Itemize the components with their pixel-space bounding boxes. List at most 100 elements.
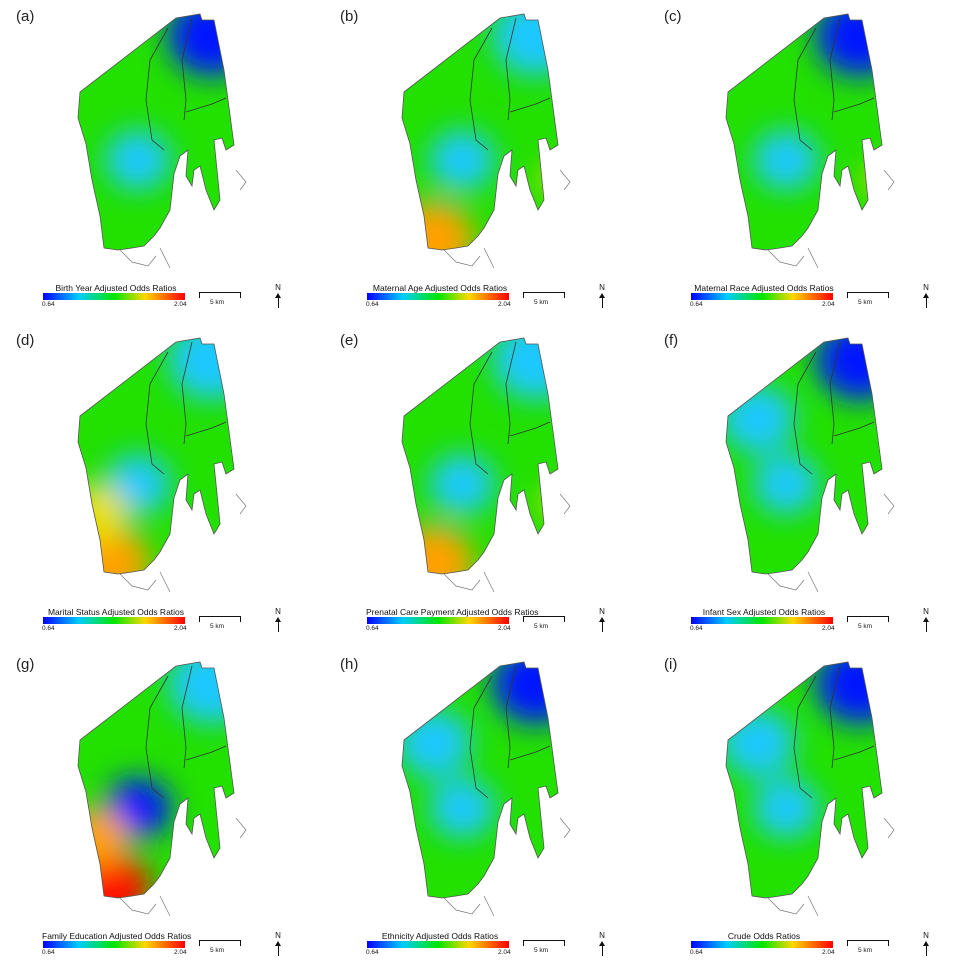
hotspot-southwest [402, 526, 474, 574]
district-boundary [185, 97, 227, 113]
legend-max-label: 2.04 [174, 949, 187, 956]
region-boundary [77, 661, 235, 899]
district-boundary [509, 421, 551, 437]
hotspot-southwest [402, 202, 474, 250]
scale-label: 5 km [534, 623, 549, 630]
north-arrow-icon: N [273, 608, 283, 632]
choropleth-map [401, 13, 571, 269]
scale-label: 5 km [534, 299, 549, 306]
choropleth-map [725, 661, 895, 917]
panel-letter: (a) [16, 8, 35, 25]
legend-min-label: 0.64 [366, 949, 379, 956]
color-ramp [367, 293, 509, 300]
scale-bar [523, 940, 565, 946]
hotspot-northwest [726, 385, 796, 453]
scale-label: 5 km [858, 623, 873, 630]
map-panel: (d) Marital Status Adjusted Odds Ratios 0.… [0, 324, 324, 647]
hotspot-southeast [864, 166, 882, 194]
district-boundary [181, 341, 193, 445]
district-boundary [185, 745, 227, 761]
hotspot-northwest [726, 709, 796, 777]
district-boundary [793, 351, 817, 475]
legend-min-label: 0.64 [366, 625, 379, 632]
scale-label: 5 km [534, 947, 549, 954]
legend-title: Ethnicity Adjusted Odds Ratios [381, 931, 499, 941]
legend-title: Infant Sex Adjusted Odds Ratios [702, 607, 826, 617]
district-boundary [793, 675, 817, 799]
north-label: N [275, 931, 281, 940]
coastline-outline [119, 817, 247, 917]
region-boundary [725, 337, 883, 575]
north-arrow-icon: N [273, 932, 283, 956]
region-boundary [401, 661, 559, 899]
region-boundary [725, 661, 883, 899]
district-boundary [829, 341, 841, 445]
color-ramp [367, 941, 509, 948]
legend-max-label: 2.04 [498, 949, 511, 956]
north-arrow-icon: N [921, 284, 931, 308]
odds-ratio-surface [402, 338, 558, 574]
scale-bar [523, 616, 565, 622]
north-arrow-icon: N [597, 608, 607, 632]
coastline-outline [443, 169, 571, 269]
north-label: N [923, 283, 929, 292]
scale-bar [847, 616, 889, 622]
panel-letter: (b) [340, 8, 359, 25]
north-label: N [599, 931, 605, 940]
legend-min-label: 0.64 [42, 301, 55, 308]
hotspot-center [429, 130, 495, 190]
color-ramp [691, 293, 833, 300]
panel-letter: (f) [664, 332, 679, 349]
district-boundary [469, 27, 493, 151]
hotspot-west [78, 808, 128, 868]
panel-letter: (h) [340, 656, 359, 673]
legend-title: Family Education Adjusted Odds Ratios [42, 931, 192, 941]
district-boundary [469, 675, 493, 799]
legend-max-label: 2.04 [498, 301, 511, 308]
choropleth-map [77, 337, 247, 593]
legend-min-label: 0.64 [690, 949, 703, 956]
district-boundary [145, 351, 169, 475]
choropleth-map [725, 337, 895, 593]
district-boundary [505, 341, 517, 445]
region-boundary [401, 337, 559, 575]
legend-min-label: 0.64 [42, 949, 55, 956]
legend-max-label: 2.04 [822, 625, 835, 632]
hotspot-northwest [402, 709, 472, 777]
coastline-outline [119, 493, 247, 593]
map-panel: (b) Maternal Age Adjusted Odds Ratios 0.64… [324, 0, 648, 323]
map-panel: (f) Infant Sex Adjusted Odds Ratios 0.64 2.… [648, 324, 972, 647]
scale-label: 5 km [210, 623, 225, 630]
map-panel: (a) Birth Year Adjusted Odds Ratios 0.64 2.… [0, 0, 324, 323]
odds-ratio-surface [402, 662, 558, 898]
district-boundary [829, 17, 841, 121]
legend-max-label: 2.04 [174, 301, 187, 308]
hotspot-southeast [540, 490, 558, 518]
scale-bar [847, 292, 889, 298]
legend-max-label: 2.04 [498, 625, 511, 632]
district-boundary [509, 745, 551, 761]
scale-bar [199, 292, 241, 298]
district-boundary [509, 97, 551, 113]
region-boundary [77, 13, 235, 251]
color-ramp [367, 617, 509, 624]
scale-label: 5 km [210, 299, 225, 306]
odds-ratio-surface [78, 14, 234, 250]
legend-title: Maternal Age Adjusted Odds Ratios [372, 283, 508, 293]
odds-ratio-surface [78, 338, 234, 574]
map-panel: (e) Prenatal Care Payment Adjusted Odds R… [324, 324, 648, 647]
color-ramp [43, 293, 185, 300]
hotspot-center [753, 778, 819, 838]
choropleth-map [77, 13, 247, 269]
color-ramp [691, 941, 833, 948]
odds-ratio-surface [726, 14, 882, 250]
north-arrow-icon: N [597, 284, 607, 308]
north-arrow-icon: N [597, 932, 607, 956]
district-boundary [833, 745, 875, 761]
legend-title: Crude Odds Ratios [727, 931, 801, 941]
legend-min-label: 0.64 [690, 301, 703, 308]
coastline-outline [767, 493, 895, 593]
legend-min-label: 0.64 [366, 301, 379, 308]
north-label: N [275, 283, 281, 292]
district-boundary [469, 351, 493, 475]
